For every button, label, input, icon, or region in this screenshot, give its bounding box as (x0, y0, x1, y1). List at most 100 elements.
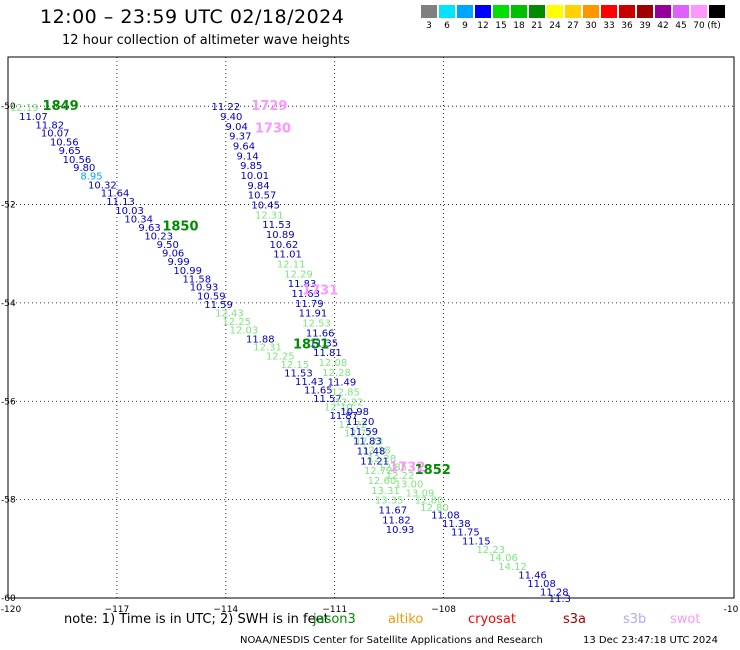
data-point-label: 10.98 (340, 407, 369, 418)
data-point-label: 11.65 (304, 385, 333, 396)
data-point-label: 11.08 (527, 579, 556, 590)
data-point-label: 12.31 (253, 343, 282, 354)
data-point-label: 12.25 (266, 352, 295, 363)
data-point-label: 8.95 (80, 172, 102, 183)
footer-note: note: 1) Time is in UTC; 2) SWH is in fe… (64, 612, 329, 627)
pass-label: 1729 (251, 99, 287, 114)
data-point-label: 9.06 (162, 249, 184, 260)
data-point-label: 13.31 (371, 486, 400, 497)
data-point-label: 12.19 (10, 103, 39, 114)
data-point-label: 11.75 (451, 528, 480, 539)
legend-swatch (529, 5, 545, 18)
data-point-label: 10.93 (190, 283, 219, 294)
data-point-label: 11.63 (291, 289, 320, 300)
data-point-label: 11.57 (313, 394, 342, 405)
legend-label: 12 (477, 21, 489, 31)
legend-swatch (709, 5, 725, 18)
y-tick-label: -50 (1, 102, 16, 112)
data-point-label: 12.72 (364, 466, 393, 477)
data-point-label: 11.35 (309, 338, 338, 349)
data-point-label: 12.22 (335, 397, 364, 408)
data-point-label: 10.93 (386, 525, 415, 536)
data-point-label: 11.46 (518, 570, 547, 581)
data-point-label: 11.48 (357, 446, 386, 457)
pass-label: 1852 (415, 463, 451, 478)
data-point-label: 12.29 (284, 269, 313, 280)
satellite-legend-item: cryosat (468, 612, 516, 627)
legend-label: 70 (693, 21, 705, 31)
data-point-label: 10.07 (41, 129, 70, 140)
x-tick-label: -120 (1, 605, 22, 615)
data-point-label: 13.35 (375, 496, 404, 507)
data-point-label: 12.72 (339, 420, 368, 431)
data-point-label: 14.12 (498, 562, 527, 573)
data-point-label: 11.59 (349, 427, 378, 438)
data-point-label: 9.84 (247, 181, 269, 192)
data-point-label: 12.28 (368, 454, 397, 465)
data-point-label: 9.14 (236, 151, 258, 162)
data-point-label: 11.22 (211, 102, 240, 113)
data-point-label: 11.08 (431, 510, 460, 521)
legend-label: 39 (639, 21, 651, 31)
legend-swatch (583, 5, 599, 18)
legend-swatch (637, 5, 653, 18)
pass-label: 1850 (162, 220, 198, 235)
data-point-label: 10.62 (270, 240, 299, 251)
data-point-label: 10.57 (248, 191, 277, 202)
data-point-label: 11.07 (19, 112, 48, 123)
data-point-label: 9.65 (59, 146, 81, 157)
data-point-label: 9.40 (220, 112, 242, 123)
data-point-label: 10.32 (88, 180, 117, 191)
data-point-label: 10.99 (173, 266, 202, 277)
data-point-label: 11.43 (295, 377, 324, 388)
satellite-legend-item: s3b (623, 612, 647, 627)
data-point-label: 10.34 (124, 214, 153, 225)
legend-swatch (655, 5, 671, 18)
data-point-label: 10.56 (63, 155, 92, 166)
data-point-label: 11.64 (101, 189, 130, 200)
data-point-label: 9.63 (138, 223, 160, 234)
data-point-label: 13.09 (406, 488, 435, 499)
legend-label: 18 (513, 21, 525, 31)
legend-swatch (475, 5, 491, 18)
data-point-label: 12.85 (331, 387, 360, 398)
data-point-label: 11.79 (295, 299, 324, 310)
pass-label: 1849 (43, 99, 79, 114)
data-point-label: 12.03 (230, 325, 259, 336)
satellite-legend-item: swot (670, 612, 701, 627)
pass-label: 1851 (293, 338, 329, 353)
data-point-label: 11.15 (462, 536, 491, 547)
satellite-legend-item: altiko (388, 612, 424, 627)
data-point-label: 12.08 (319, 358, 348, 369)
legend-swatch (565, 5, 581, 18)
legend-swatch (673, 5, 689, 18)
data-point-label: 11.01 (273, 250, 302, 261)
data-point-label: 9.50 (157, 240, 179, 251)
data-point-label: 9.64 (233, 142, 255, 153)
data-point-label: 11.83 (353, 437, 382, 448)
data-point-label: 13.00 (395, 479, 424, 490)
legend-swatch (493, 5, 509, 18)
data-point-label: 12.18 (362, 445, 391, 456)
data-point-label: 12.80 (415, 496, 444, 507)
data-point-label: 12.25 (222, 317, 251, 328)
x-tick-label: −117 (105, 605, 130, 615)
data-point-label: 11.38 (442, 519, 471, 530)
page-title: 12:00 – 23:59 UTC 02/18/2024 (40, 6, 345, 28)
data-point-label: 9.04 (226, 122, 248, 133)
data-point-label: 11.49 (328, 378, 357, 389)
data-point-label: 11.82 (35, 120, 64, 131)
legend-swatch (421, 5, 437, 18)
data-point-label: 10.56 (50, 138, 79, 149)
legend-swatch (601, 5, 617, 18)
legend-label: 24 (549, 21, 561, 31)
data-point-label: 12.80 (420, 503, 449, 514)
data-point-label: 14.06 (489, 553, 518, 564)
y-tick-label: -56 (1, 397, 16, 407)
data-point-label: 12.53 (302, 319, 331, 330)
legend-label: 9 (462, 21, 468, 31)
legend-label: 45 (675, 21, 687, 31)
data-point-label: 11.83 (288, 279, 317, 290)
plot-frame (7, 56, 735, 599)
data-point-label: 11.59 (204, 300, 233, 311)
